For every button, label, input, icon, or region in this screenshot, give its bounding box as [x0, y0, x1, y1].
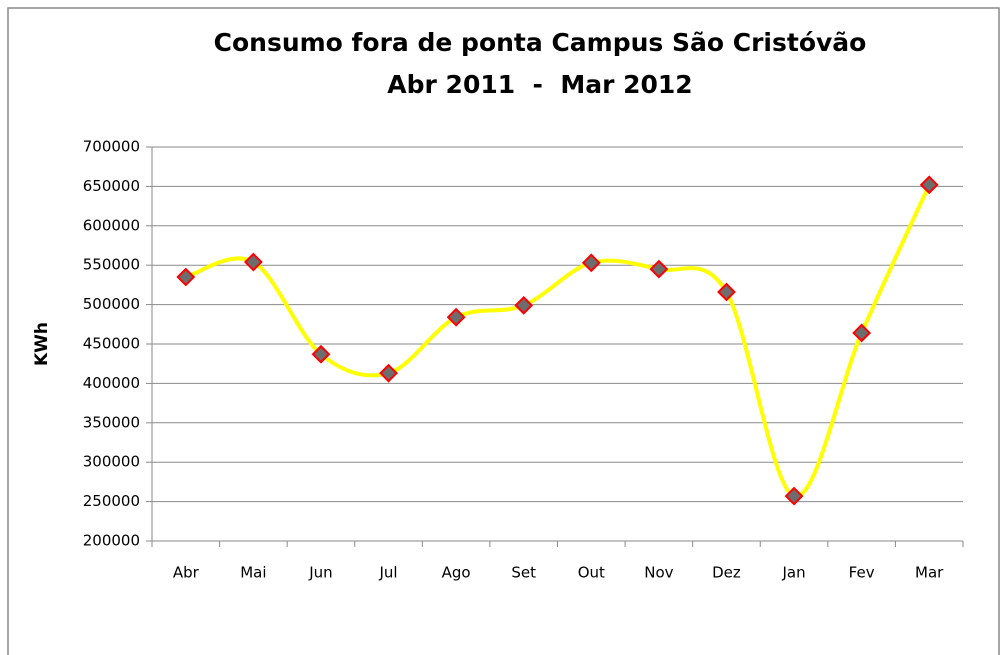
y-tick-label: 400000: [83, 374, 140, 392]
y-tick-label: 350000: [83, 413, 140, 431]
point-marker: [311, 344, 331, 364]
point-marker: [446, 307, 466, 327]
y-tick-label: 200000: [83, 532, 140, 550]
point-marker: [852, 323, 872, 343]
x-tick-label: Ago: [442, 564, 471, 582]
x-tick-label: Abr: [173, 564, 200, 582]
y-tick-label: 300000: [83, 453, 140, 471]
x-tick-label: Out: [578, 564, 605, 582]
chart-frame: [7, 7, 1000, 655]
chart-title: Consumo fora de ponta Campus São Cristóv…: [214, 28, 867, 57]
point-marker: [717, 282, 736, 302]
point-marker: [243, 252, 263, 272]
point-marker: [514, 295, 534, 315]
y-tick-label: 500000: [83, 295, 140, 313]
chart-subtitle: Abr 2011 - Mar 2012: [387, 70, 692, 99]
y-axis-label: KWh: [32, 322, 52, 366]
point-marker: [784, 486, 804, 506]
x-tick-label: Dez: [712, 564, 741, 582]
point-marker: [379, 363, 398, 383]
x-tick-label: Set: [511, 564, 536, 582]
y-tick-label: 250000: [83, 492, 140, 510]
y-tick-label: 600000: [83, 216, 140, 234]
y-tick-label: 700000: [83, 138, 140, 156]
y-tick-label: 450000: [83, 335, 140, 353]
x-tick-label: Mar: [915, 564, 944, 582]
x-tick-label: Fev: [849, 564, 875, 582]
x-tick-label: Jun: [308, 564, 332, 582]
x-tick-label: Jul: [378, 564, 397, 582]
point-marker: [919, 175, 939, 195]
x-tick-label: Mai: [240, 564, 266, 582]
y-tick-label: 650000: [83, 177, 140, 195]
point-marker: [176, 267, 196, 287]
y-tick-label: 550000: [83, 256, 140, 274]
point-marker: [581, 253, 601, 273]
x-tick-label: Nov: [644, 564, 673, 582]
x-tick-label: Jan: [781, 564, 805, 582]
point-marker: [649, 259, 669, 279]
